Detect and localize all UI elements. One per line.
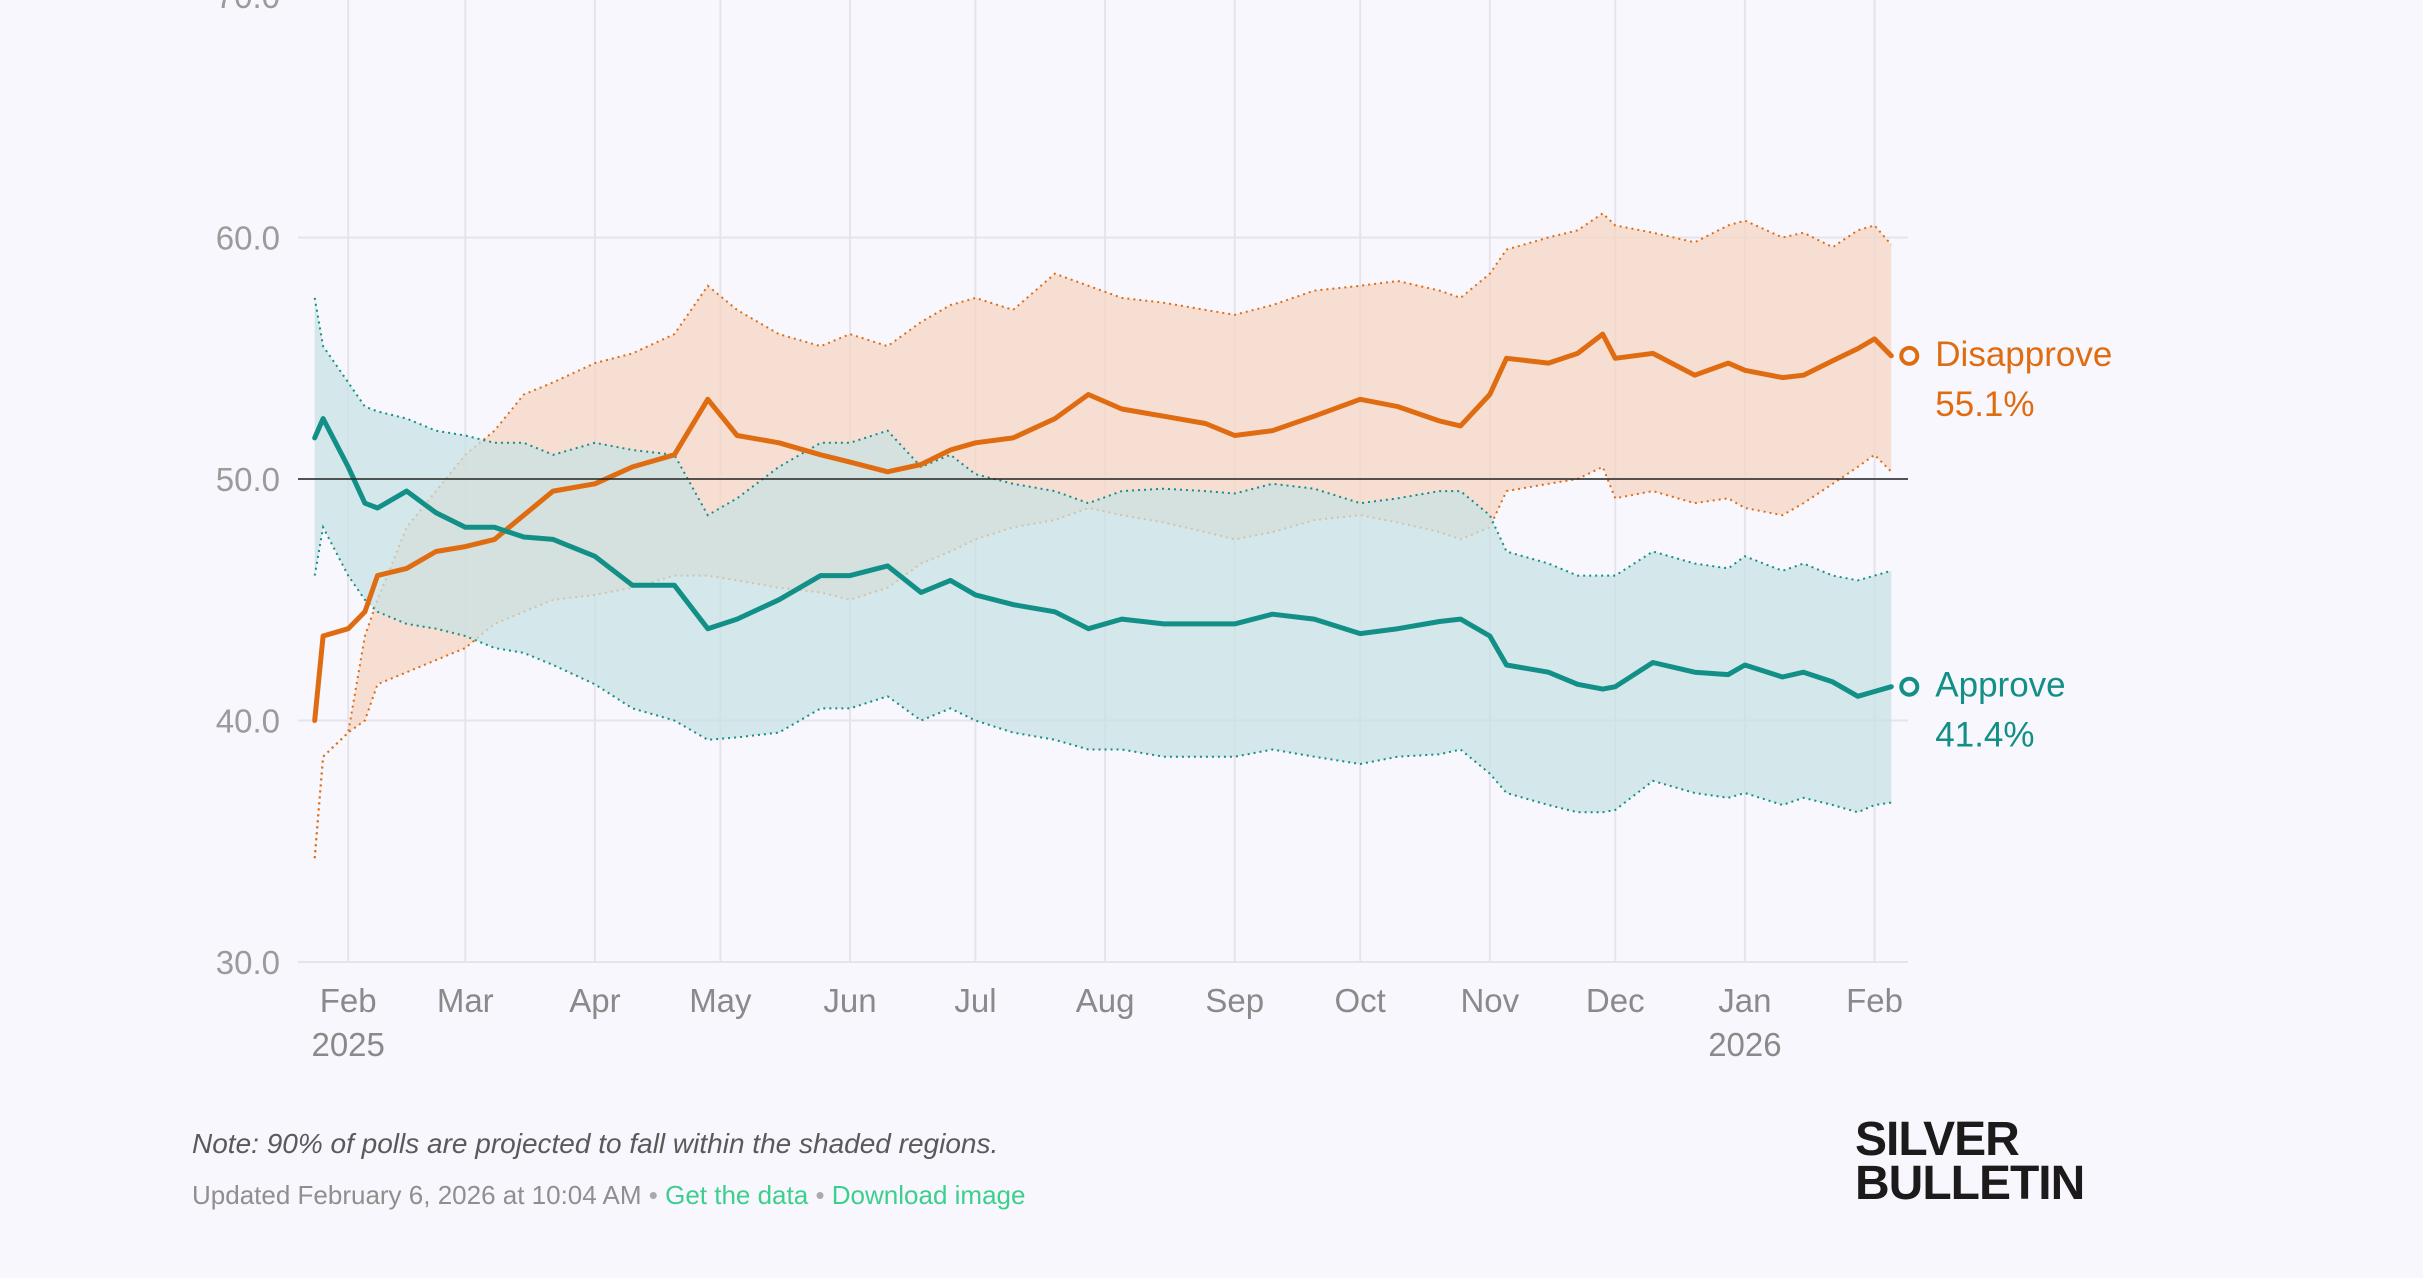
get-data-link[interactable]: Get the data — [665, 1180, 809, 1210]
series-labels: Disapprove 55.1% Approve 41.4% — [1899, 335, 2112, 755]
disapprove-value-label: 55.1% — [1935, 385, 2034, 424]
approve-line — [312, 416, 1894, 699]
separator: • — [815, 1180, 825, 1210]
silver-bulletin-logo: SILVER BULLETIN — [1855, 1113, 2085, 1210]
x-tick-label: Mar — [437, 982, 494, 1019]
download-image-link[interactable]: Download image — [831, 1180, 1026, 1210]
updated-line: Updated February 6, 2026 at 10:04 AM • G… — [192, 1180, 1025, 1211]
y-tick-label: 50.0 — [216, 461, 280, 498]
confidence-bands — [313, 212, 1893, 859]
logo-line-2: BULLETIN — [1855, 1157, 2085, 1210]
disapprove-end-marker — [1899, 345, 1920, 366]
y-tick-label: 70.0 — [216, 0, 280, 15]
x-tick-year-label: 2026 — [1708, 1026, 1781, 1063]
x-tick-label: Dec — [1586, 982, 1645, 1019]
disapprove-band-upper-edge — [313, 212, 1893, 859]
x-tick-label: Feb — [1846, 982, 1903, 1019]
x-tick-label: Jul — [954, 982, 996, 1019]
disapprove-line — [312, 331, 1894, 723]
x-tick-label: May — [689, 982, 752, 1019]
x-tick-label: Aug — [1076, 982, 1135, 1019]
disapprove-label: Disapprove — [1935, 335, 2112, 374]
x-tick-label: Jan — [1718, 982, 1771, 1019]
logo-line-1: SILVER — [1855, 1113, 2020, 1166]
x-tick-year-label: 2025 — [311, 1026, 384, 1063]
x-tick-label: Feb — [320, 982, 377, 1019]
y-tick-label: 30.0 — [216, 944, 280, 981]
approve-label: Approve — [1935, 666, 2065, 705]
x-tick-label: Nov — [1460, 982, 1519, 1019]
chart-note: Note: 90% of polls are projected to fall… — [192, 1128, 999, 1159]
separator: • — [648, 1180, 658, 1210]
series-lines — [312, 331, 1894, 723]
x-tick-label: Jun — [823, 982, 876, 1019]
x-tick-label: Oct — [1335, 982, 1386, 1019]
approve-band — [314, 297, 1892, 813]
x-tick-label: Sep — [1205, 982, 1264, 1019]
axes: 30.0 40.0 50.0 60.0 70.0 Feb 2025 Mar Apr May Jun J… — [216, 0, 1908, 1063]
chart-footer: Note: 90% of polls are projected to fall… — [192, 1128, 1025, 1211]
y-tick-label: 60.0 — [216, 220, 280, 257]
updated-timestamp: Updated February 6, 2026 at 10:04 AM — [192, 1180, 642, 1210]
approve-band-upper-edge — [313, 297, 1892, 582]
x-tick-label: Apr — [569, 982, 620, 1019]
y-tick-label: 40.0 — [216, 703, 280, 740]
approve-band-lower-edge — [313, 524, 1892, 814]
approve-end-marker — [1899, 676, 1920, 697]
approve-value-label: 41.4% — [1935, 716, 2034, 755]
